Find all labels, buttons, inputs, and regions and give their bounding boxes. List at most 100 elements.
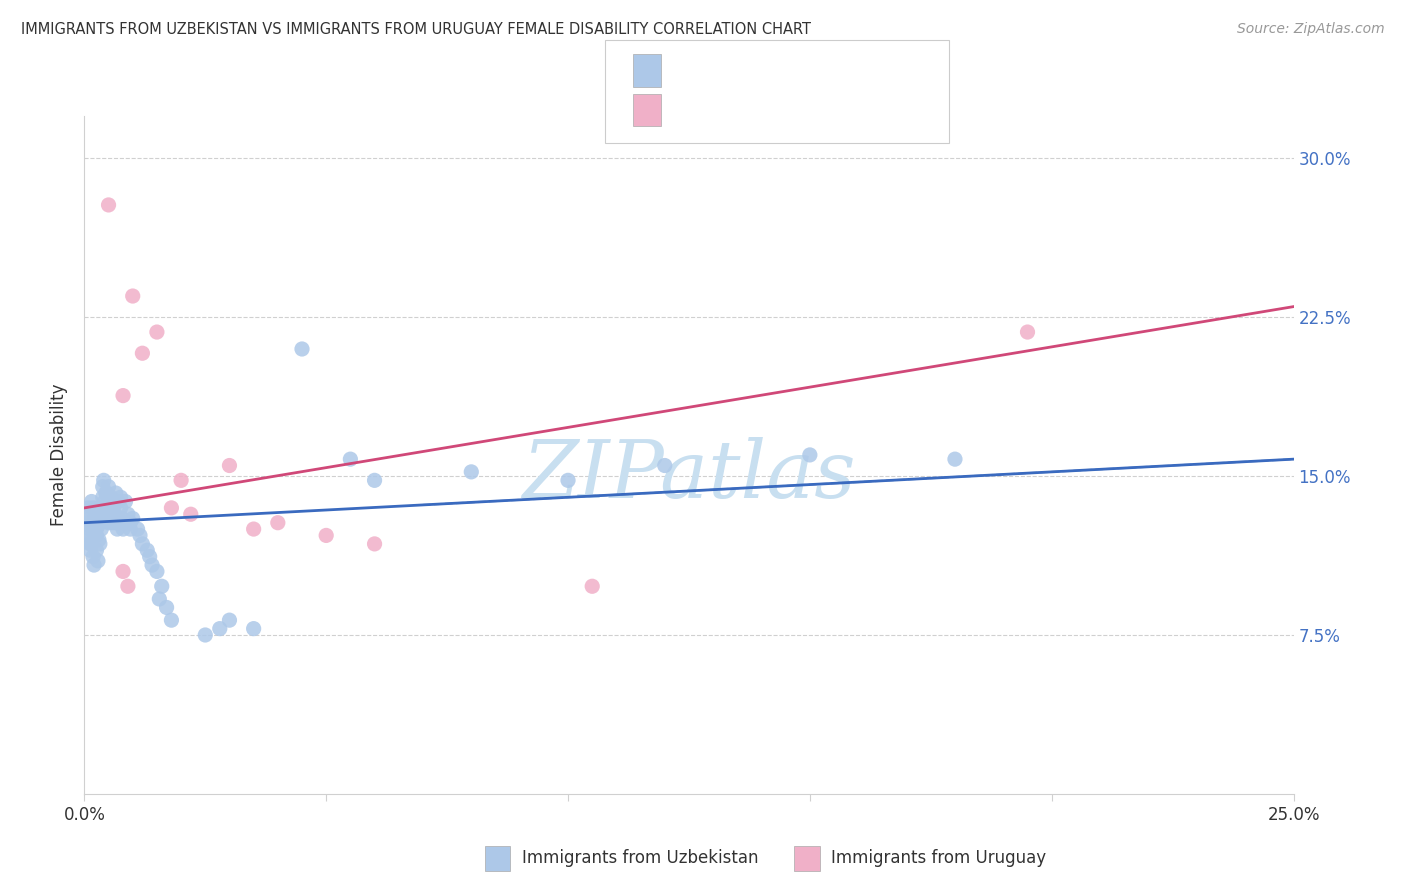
Point	[79, 537, 101, 551]
Point	[121, 511, 143, 525]
Point	[120, 522, 142, 536]
Point	[194, 628, 217, 642]
Point	[460, 465, 482, 479]
Point	[93, 507, 115, 521]
Point	[291, 342, 314, 356]
Point	[104, 486, 127, 500]
Text: Source: ZipAtlas.com: Source: ZipAtlas.com	[1237, 22, 1385, 37]
Point	[218, 458, 240, 473]
Text: Immigrants from Uzbekistan: Immigrants from Uzbekistan	[522, 849, 758, 867]
Point	[84, 511, 107, 525]
Point	[94, 486, 117, 500]
Point	[581, 579, 603, 593]
Text: 82: 82	[792, 62, 814, 79]
Point	[242, 622, 264, 636]
Point	[136, 543, 159, 558]
Text: R =: R =	[672, 101, 711, 119]
Text: 0.156: 0.156	[707, 62, 758, 79]
Point	[146, 565, 169, 579]
Point	[76, 516, 98, 530]
Point	[77, 500, 100, 515]
Point	[112, 522, 135, 536]
Point	[131, 346, 153, 360]
Text: 0.369: 0.369	[707, 101, 759, 119]
Point	[100, 491, 122, 505]
Point	[363, 474, 385, 488]
Point	[339, 452, 361, 467]
Point	[97, 516, 120, 530]
Point	[101, 516, 124, 530]
Point	[114, 516, 136, 530]
Point	[93, 494, 115, 508]
Point	[77, 528, 100, 542]
Point	[138, 549, 160, 564]
Point	[104, 516, 127, 530]
Point	[82, 500, 104, 515]
Point	[89, 537, 111, 551]
Point	[82, 549, 104, 564]
Point	[117, 579, 139, 593]
Text: 17: 17	[792, 101, 814, 119]
Point	[120, 516, 142, 530]
Point	[110, 500, 132, 515]
Text: N =: N =	[756, 62, 796, 79]
Y-axis label: Female Disability: Female Disability	[51, 384, 69, 526]
Point	[112, 389, 135, 403]
Point	[103, 507, 125, 521]
Point	[129, 528, 152, 542]
Point	[80, 533, 103, 547]
Point	[90, 522, 112, 536]
Point	[112, 565, 135, 579]
Point	[91, 480, 114, 494]
Point	[83, 516, 105, 530]
Point	[83, 558, 105, 573]
Point	[557, 474, 579, 488]
Point	[77, 522, 100, 536]
Point	[97, 480, 120, 494]
Point	[87, 500, 110, 515]
Point	[110, 491, 132, 505]
Point	[77, 507, 100, 521]
Point	[654, 458, 676, 473]
Point	[111, 511, 134, 525]
Point	[86, 543, 108, 558]
Point	[97, 198, 120, 212]
Point	[242, 522, 264, 536]
Point	[107, 511, 129, 525]
Point	[103, 500, 125, 515]
Point	[107, 494, 129, 508]
Point	[82, 522, 104, 536]
Point	[87, 554, 110, 568]
Point	[180, 507, 202, 521]
Point	[90, 516, 112, 530]
Point	[94, 486, 117, 500]
Point	[363, 537, 385, 551]
Point	[87, 511, 110, 525]
Point	[87, 533, 110, 547]
Point	[146, 325, 169, 339]
Text: IMMIGRANTS FROM UZBEKISTAN VS IMMIGRANTS FROM URUGUAY FEMALE DISABILITY CORRELAT: IMMIGRANTS FROM UZBEKISTAN VS IMMIGRANTS…	[21, 22, 811, 37]
Point	[86, 528, 108, 542]
Point	[160, 613, 183, 627]
Point	[103, 494, 125, 508]
Text: N =: N =	[756, 101, 796, 119]
Point	[218, 613, 240, 627]
Point	[170, 474, 193, 488]
Point	[141, 558, 163, 573]
Text: ZIPatlas: ZIPatlas	[522, 436, 856, 514]
Point	[80, 537, 103, 551]
Point	[315, 528, 337, 542]
Point	[127, 522, 149, 536]
Point	[105, 522, 128, 536]
Point	[80, 494, 103, 508]
Point	[108, 516, 131, 530]
Point	[148, 592, 170, 607]
Point	[943, 452, 966, 467]
Point	[114, 494, 136, 508]
Point	[97, 500, 120, 515]
Point	[155, 600, 177, 615]
Point	[86, 522, 108, 536]
Point	[150, 579, 173, 593]
Text: R =: R =	[672, 62, 711, 79]
Point	[799, 448, 821, 462]
